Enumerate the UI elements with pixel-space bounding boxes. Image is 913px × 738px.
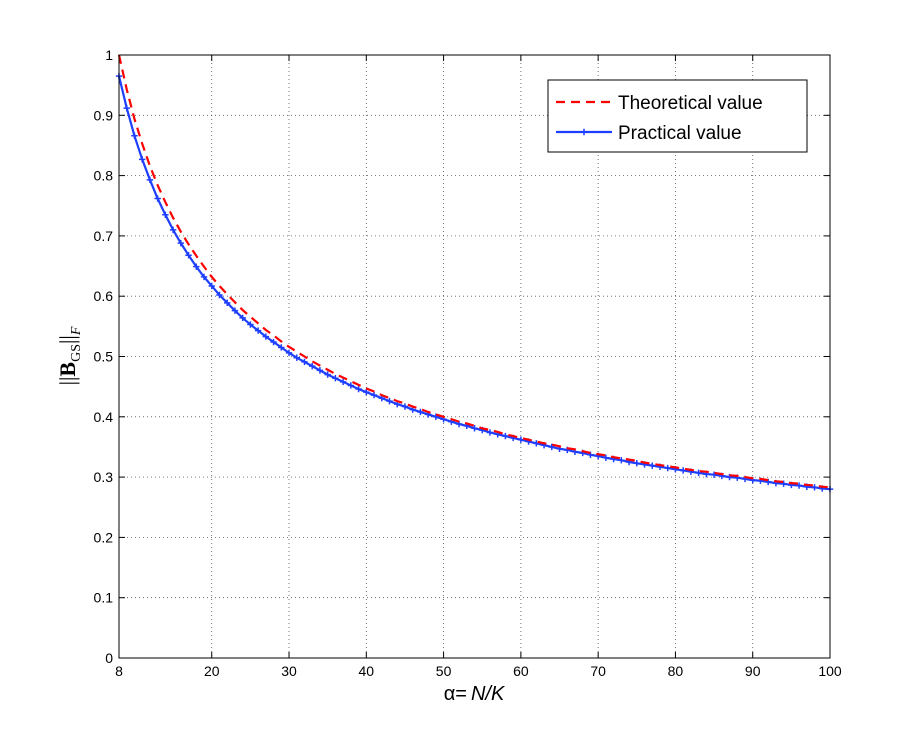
data-point-practical-12: [208, 282, 215, 290]
legend: Theoretical value Practical value: [547, 79, 808, 153]
y-tick-label-3: 0.3: [94, 469, 114, 485]
data-point-practical-24: [301, 358, 308, 366]
data-point-practical-39: [417, 408, 424, 416]
data-point-practical-2: [131, 132, 138, 140]
data-point-practical-63: [602, 454, 610, 462]
data-point-practical-77: [710, 471, 718, 478]
data-point-practical-16: [239, 314, 246, 322]
y-tick-label-9: 0.9: [94, 107, 114, 123]
data-point-practical-29: [339, 378, 347, 386]
data-point-practical-6: [162, 211, 169, 218]
data-point-practical-19: [262, 333, 270, 340]
y-tick-label-5: 0.5: [94, 349, 114, 365]
data-point-practical-33: [370, 391, 378, 399]
series-layer: [115, 54, 834, 493]
data-point-practical-21: [278, 344, 285, 351]
y-axis-label-subscript2: F: [69, 326, 84, 336]
legend-label-theoretical: Theoretical value: [618, 93, 763, 114]
data-point-practical-88: [795, 482, 803, 489]
data-point-practical-3: [138, 156, 146, 163]
ticks: [118, 54, 831, 659]
data-point-practical-71: [664, 464, 671, 472]
y-axis-label-norm-close: ||: [55, 335, 80, 344]
legend-box: [547, 79, 808, 153]
data-point-practical-90: [811, 484, 818, 491]
x-axis-label: α= N/K: [444, 683, 506, 705]
x-tick-label-7: 80: [668, 663, 684, 679]
x-tick-label-0: 8: [115, 663, 123, 679]
x-tick-label-9: 100: [818, 663, 842, 679]
y-tick-label-6: 0.6: [94, 288, 114, 304]
data-point-practical-22: [285, 349, 293, 357]
data-point-practical-56: [548, 443, 555, 451]
data-point-practical-41: [432, 413, 440, 420]
data-point-practical-13: [216, 291, 223, 299]
legend-marker-plus: [580, 128, 588, 136]
data-point-practical-79: [726, 473, 733, 481]
y-tick-label-4: 0.4: [94, 409, 114, 425]
data-point-practical-10: [193, 263, 200, 270]
x-tick-label-4: 50: [436, 663, 452, 679]
data-point-practical-86: [780, 480, 787, 487]
y-axis-label-norm-open: ||: [55, 377, 80, 386]
data-point-practical-20: [270, 338, 277, 346]
data-point-practical-69: [649, 462, 656, 469]
data-point-practical-11: [200, 273, 208, 281]
x-tick-label-1: 20: [204, 663, 220, 679]
data-point-practical-5: [154, 195, 161, 202]
y-tick-label-0: 0: [105, 650, 113, 666]
data-point-practical-73: [679, 467, 687, 474]
y-tick-label-1: 0.1: [94, 590, 114, 606]
data-point-practical-48: [486, 429, 494, 436]
x-axis-label-var: N/K: [471, 683, 506, 705]
y-tick-label-2: 0.2: [94, 529, 114, 545]
data-point-practical-26: [316, 367, 324, 374]
legend-label-practical: Practical value: [618, 123, 742, 144]
y-tick-label-8: 0.8: [94, 168, 114, 184]
data-point-practical-1: [123, 104, 130, 112]
data-point-practical-31: [355, 385, 362, 393]
x-axis-label-alpha: α=: [444, 683, 467, 705]
data-point-practical-75: [695, 469, 702, 477]
data-point-practical-25: [309, 362, 316, 370]
legend-marker-practical: [580, 128, 588, 136]
data-point-practical-30: [347, 382, 355, 389]
data-point-practical-46: [471, 425, 478, 432]
data-point-practical-32: [363, 388, 370, 396]
data-point-practical-18: [254, 327, 262, 334]
data-point-practical-9: [185, 251, 192, 259]
y-tick-label-7: 0.7: [94, 228, 114, 244]
svg-text:||BGS||F: ||BGS||F: [55, 326, 84, 385]
y-axis-label-subscript: GS: [69, 344, 84, 362]
y-axis-label-symbol: B: [55, 362, 80, 377]
x-tick-label-5: 60: [513, 663, 529, 679]
data-point-practical-17: [247, 321, 254, 328]
y-axis-label: ||BGS||F: [55, 326, 84, 385]
data-point-practical-65: [618, 457, 625, 464]
data-point-practical-67: [633, 460, 640, 467]
data-point-practical-23: [293, 354, 300, 361]
data-point-practical-50: [502, 432, 509, 440]
x-tick-label-8: 90: [745, 663, 761, 679]
data-point-practical-28: [332, 375, 339, 382]
data-point-practical-52: [517, 436, 525, 443]
data-point-practical-14: [223, 299, 231, 307]
data-point-practical-35: [386, 397, 393, 405]
data-point-practical-15: [231, 307, 239, 314]
data-point-practical-37: [401, 403, 409, 410]
data-point-practical-54: [533, 440, 540, 447]
x-tick-label-3: 40: [359, 663, 375, 679]
data-point-practical-4: [146, 176, 154, 184]
data-point-practical-8: [177, 239, 185, 247]
tick-labels: 8 20 30 40 50 60 70 80 90 100 0 0.1 0.2 0.3 0.4 0.5 0.6 0…: [94, 47, 842, 679]
data-point-practical-27: [324, 371, 331, 378]
data-point-practical-7: [169, 226, 177, 234]
y-tick-label-10: 1: [105, 47, 113, 63]
x-tick-label-6: 70: [590, 663, 606, 679]
x-tick-label-2: 30: [281, 663, 297, 679]
